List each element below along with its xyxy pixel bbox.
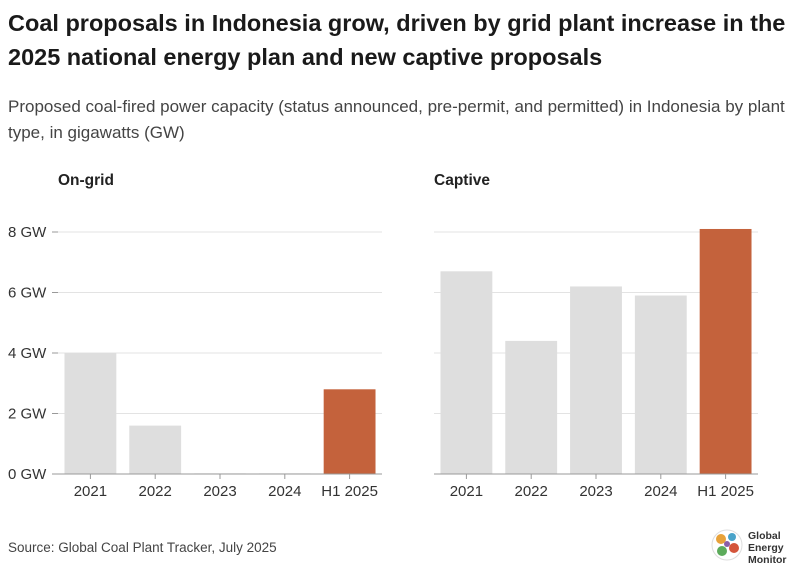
source-note: Source: Global Coal Plant Tracker, July …	[8, 540, 277, 555]
bar-0-4	[323, 389, 376, 474]
x-tick-label-0-3: 2024	[268, 483, 301, 500]
x-tick-label-1-0: 2021	[450, 483, 483, 500]
chart-subtitle: Proposed coal-fired power capacity (stat…	[8, 97, 785, 142]
panel-title-0: On-grid	[58, 172, 114, 189]
logo-line-1: Global	[748, 530, 781, 542]
logo-line-3: Monitor	[748, 554, 787, 566]
globe-icon	[711, 529, 743, 561]
bar-1-4	[699, 228, 752, 474]
y-tick-label-3: 6 GW	[8, 285, 47, 302]
x-tick-label-1-2: 2023	[579, 483, 612, 500]
logo-line-2: Energy	[748, 542, 784, 554]
x-tick-label-0-1: 2022	[139, 483, 172, 500]
x-tick-label-1-1: 2022	[515, 483, 548, 500]
x-tick-label-0-2: 2023	[203, 483, 236, 500]
x-tick-label-1-3: 2024	[644, 483, 677, 500]
y-tick-label-2: 4 GW	[8, 345, 47, 362]
global-energy-monitor-logo: Global Energy Monitor	[710, 528, 790, 568]
logo-text: Global Energy Monitor	[748, 530, 787, 566]
bar-0-0	[64, 353, 117, 474]
y-tick-label-1: 2 GW	[8, 406, 47, 423]
bar-1-3	[634, 295, 687, 474]
panel-title-1: Captive	[434, 172, 490, 189]
chart-title: Coal proposals in Indonesia grow, driven…	[8, 10, 786, 70]
bar-1-2	[570, 286, 622, 474]
bar-0-1	[129, 425, 182, 474]
x-tick-label-1-4: H1 2025	[697, 483, 754, 500]
y-tick-label-0: 0 GW	[8, 466, 47, 483]
bar-1-0	[440, 271, 493, 474]
x-tick-label-0-4: H1 2025	[321, 483, 378, 500]
bar-1-1	[505, 340, 558, 474]
x-tick-label-0-0: 2021	[74, 483, 107, 500]
y-tick-label-4: 8 GW	[8, 224, 47, 241]
